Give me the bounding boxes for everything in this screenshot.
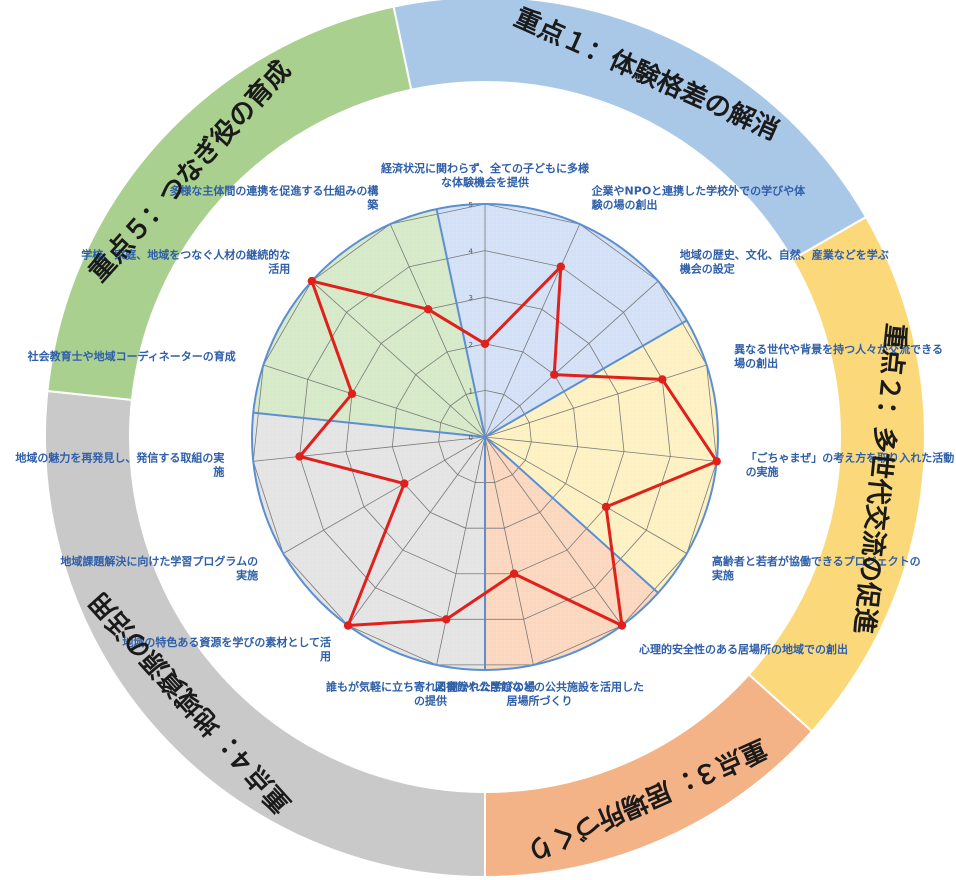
radial-ticks: 0 1 2 3 4 5: [469, 201, 474, 442]
axis-label-9: 誰もが気軽に立ち寄れる開かれた学びの場の提供: [326, 679, 535, 707]
sector-hatch-5: [253, 209, 485, 437]
axis-label-line: 実施: [236, 568, 258, 582]
axis-label-line: 地域課題解決に向けた学習プログラムの: [60, 554, 258, 568]
axis-label-line: 地域の歴史、文化、自然、産業などを学ぶ: [680, 248, 889, 262]
axis-label-line: 多様な主体間の連携を促進する仕組みの構: [169, 184, 378, 198]
axis-label-13: 社会教育士や地域コーディネーターの育成: [27, 349, 236, 363]
ring-label-4: 重点４：地域資源の活用: [83, 586, 297, 819]
axis-label-line: 企業やNPOと連携した学校外での学びや体: [591, 184, 807, 198]
ring-segment-4: [44, 389, 486, 879]
axis-label-2: 企業やNPOと連携した学校外での学びや体験の場の創出: [591, 184, 807, 212]
axis-label-line: 心理的安全性のある居場所の地域での創出: [639, 642, 848, 656]
spoke-7: [484, 436, 623, 626]
sector-hatch-2: [485, 320, 719, 593]
sector-boundary-3: [484, 436, 659, 594]
axis-label-line: 図書館や公民館などの公共施設を活用した: [435, 679, 644, 693]
axis-label-10: 地域の特色ある資源を学びの素材として活用: [122, 635, 331, 663]
axis-label-11: 地域課題解決に向けた学習プログラムの実施: [60, 554, 258, 582]
spoke-10: [347, 436, 486, 626]
axis-label-line: 築: [366, 198, 379, 212]
axis-label-line: 居場所づくり: [506, 693, 572, 707]
axis-label-14: 学校、家庭、地域をつなぐ人材の継続的な活用: [81, 248, 290, 276]
data-point-13: [347, 389, 357, 398]
spoke-5: [484, 436, 717, 462]
spoke-12: [253, 436, 486, 462]
data-point-9: [442, 615, 451, 624]
axis-label-line: 高齢者と若者が協働できるプロジェクトの: [712, 554, 921, 568]
axis-label-8: 図書館や公民館などの公共施設を活用した居場所づくり: [435, 679, 644, 707]
axis-labels: 経済状況に関わらず、全ての子どもに多様な体験機会を提供企業やNPOと連携した学校…: [15, 161, 954, 707]
axis-label-7: 心理的安全性のある居場所の地域での創出: [639, 642, 848, 656]
data-point-1: [480, 339, 490, 348]
axis-label-line: の実施: [746, 464, 779, 478]
axis-label-line: 経済状況に関わらず、全ての子どもに多様: [381, 161, 590, 175]
category-sectors: [251, 204, 719, 671]
data-point-4: [658, 375, 667, 384]
spoke-11: [283, 436, 486, 554]
plot-border: [251, 203, 719, 671]
axis-label-line: な体験機会を提供: [441, 175, 529, 189]
sector-hatch-1: [436, 204, 687, 437]
data-point-5: [712, 457, 721, 466]
spoke-14: [311, 280, 486, 438]
axis-label-line: 用: [320, 650, 331, 663]
tick-label-2: 2: [469, 341, 473, 349]
axis-label-line: 機会の設定: [680, 262, 735, 276]
data-point-6: [601, 502, 611, 512]
axis-label-5: 「ごちゃまぜ」の考え方を取り入れた活動の実施: [746, 450, 955, 478]
sector-hatch-4: [251, 412, 485, 671]
spoke-13: [263, 364, 486, 438]
data-point-10: [343, 621, 353, 630]
axis-label-4: 異なる世代や背景を持つ人々が交流できる場の創出: [734, 342, 943, 370]
axis-label-line: 異なる世代や背景を持つ人々が交流できる: [734, 342, 943, 356]
data-point-14: [307, 276, 317, 286]
axis-label-line: 学校、家庭、地域をつなぐ人材の継続的な: [81, 248, 290, 262]
sector-hatch-3: [485, 437, 659, 670]
tick-label-1: 1: [469, 387, 473, 395]
data-series: [295, 262, 721, 630]
tick-label-5: 5: [469, 201, 473, 209]
spoke-15: [389, 223, 486, 438]
axis-label-line: 施: [213, 464, 224, 478]
sector-boundary-2: [484, 319, 688, 438]
tick-label-4: 4: [469, 248, 474, 256]
data-point-11: [400, 479, 409, 488]
axis-label-line: 社会教育士や地域コーディネーターの育成: [27, 349, 236, 363]
spoke-6: [484, 436, 687, 554]
axis-label-15: 多様な主体間の連携を促進する仕組みの構築: [169, 184, 379, 212]
spoke-8: [484, 436, 534, 665]
axis-label-line: 地域の特色ある資源を学びの素材として活: [122, 635, 331, 649]
axis-label-6: 高齢者と若者が協働できるプロジェクトの実施: [712, 554, 921, 582]
axis-label-3: 地域の歴史、文化、自然、産業などを学ぶ機会の設定: [680, 248, 889, 276]
spoke-2: [484, 223, 581, 438]
outer-ring: [44, 0, 926, 879]
axis-label-line: 験の場の創出: [592, 198, 658, 212]
axis-label-12: 地域の魅力を再発見し、発信する取組の実施: [15, 450, 224, 478]
axis-label-line: 誰もが気軽に立ち寄れる開かれた学びの場: [326, 679, 535, 693]
axis-label-line: 実施: [712, 568, 734, 582]
axis-label-line: 地域の魅力を再発見し、発信する取組の実: [15, 450, 224, 464]
sector-boundary-5: [253, 411, 486, 438]
data-point-12: [295, 452, 304, 461]
ring-segment-5: [46, 5, 413, 401]
radar-grid: [251, 203, 719, 671]
axis-label-1: 経済状況に関わらず、全ての子どもに多様な体験機会を提供: [381, 161, 590, 189]
sector-boundary-1: [435, 208, 486, 438]
axis-label-line: 「ごちゃまぜ」の考え方を取り入れた活動: [746, 450, 955, 464]
data-point-3: [550, 370, 559, 379]
spoke-9: [436, 436, 486, 665]
axis-label-line: 場の創出: [734, 356, 778, 370]
data-point-8: [509, 569, 519, 578]
data-point-15: [423, 305, 433, 314]
series-line: [298, 265, 719, 628]
axis-label-line: の提供: [414, 693, 447, 707]
tick-label-3: 3: [469, 294, 473, 302]
spoke-3: [484, 280, 659, 438]
tick-label-0: 0: [469, 434, 473, 442]
axis-label-line: 活用: [268, 262, 290, 276]
spoke-4: [484, 364, 707, 438]
data-point-2: [556, 262, 566, 271]
data-point-7: [617, 621, 627, 630]
